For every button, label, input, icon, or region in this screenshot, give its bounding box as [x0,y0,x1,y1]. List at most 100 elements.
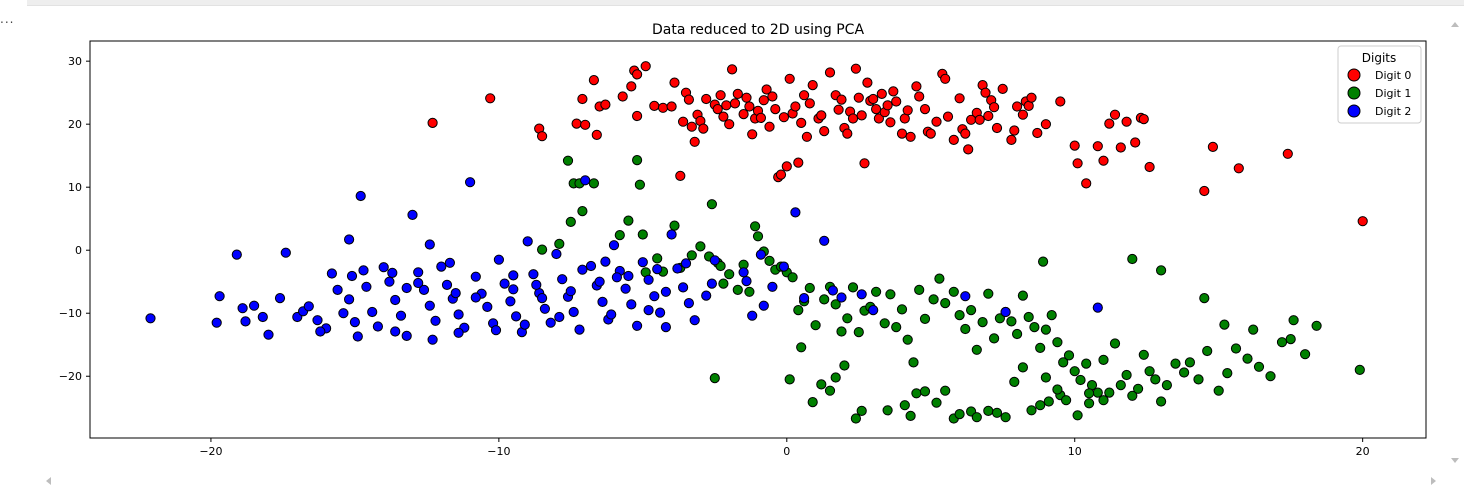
data-point-digit-0 [686,121,697,132]
x-tick-label: 0 [783,445,790,458]
data-point-digit-1 [1213,385,1224,396]
data-point-digit-1 [1046,310,1057,321]
data-point-digit-2 [505,296,516,307]
data-point-digit-1 [1084,388,1095,399]
output-area-topbar [27,0,1464,6]
data-point-digit-1 [1040,324,1052,335]
data-point-digit-2 [355,190,366,202]
scroll-right-arrow-icon[interactable] [1431,477,1436,485]
data-point-digit-0 [991,122,1003,134]
data-point-digit-1 [1184,357,1196,368]
x-tick-label: −10 [487,445,510,458]
data-point-digit-0 [781,161,792,172]
data-point-digit-1 [1230,343,1242,354]
data-point-digit-1 [1072,410,1083,421]
data-point-digit-2 [214,291,225,302]
data-point-digit-1 [1017,362,1029,373]
data-point-digit-0 [871,104,882,115]
data-point-digit-1 [565,216,576,227]
data-point-digit-0 [764,121,775,132]
data-point-digit-0 [1040,119,1052,130]
data-point-digit-1 [891,322,902,333]
data-point-digit-1 [882,405,893,416]
data-point-digit-0 [1081,178,1092,189]
data-point-digit-1 [919,313,931,324]
data-point-digit-0 [882,100,893,111]
data-point-digit-1 [634,179,646,190]
data-point-digit-0 [577,93,588,105]
data-point-digit-0 [649,100,660,112]
data-point-digit-2 [349,317,360,328]
data-point-digit-2 [660,322,672,333]
data-point-digit-2 [758,300,769,311]
data-point-digit-2 [678,282,689,293]
data-point-digit-1 [718,278,729,289]
data-point-digit-1 [1017,290,1029,301]
data-point-digit-0 [925,128,936,139]
data-point-digit-1 [1150,374,1161,385]
data-point-digit-0 [1357,216,1368,227]
data-point-digit-1 [1043,396,1054,407]
data-point-digit-0 [853,92,864,103]
data-point-digit-2 [482,301,493,312]
data-point-digit-1 [1052,337,1063,348]
data-point-digit-0 [847,113,859,124]
data-point-digit-1 [1061,395,1072,406]
scroll-left-arrow-icon[interactable] [46,477,51,485]
data-point-digit-1 [1179,367,1190,378]
data-point-digit-0 [640,61,651,72]
data-point-digit-1 [1285,334,1296,345]
data-point-digit-2 [332,284,343,295]
data-point-digit-0 [974,114,985,125]
data-point-digit-0 [683,94,695,105]
data-point-digit-1 [931,397,942,408]
data-point-digit-1 [902,334,913,345]
data-point-digit-0 [784,73,795,84]
data-point-digit-1 [637,229,648,240]
data-point-digit-2 [413,267,424,278]
data-point-digit-2 [689,315,700,326]
data-point-digit-2 [557,274,568,285]
data-point-digit-1 [784,374,795,385]
data-point-digit-0 [850,63,862,74]
data-point-digit-2 [608,240,620,251]
x-axis: −20 −10 0 10 20 [199,438,1370,458]
data-point-digit-1 [1006,316,1017,327]
legend-label: Digit 2 [1375,105,1411,118]
data-point-digit-1 [1156,396,1167,407]
data-point-digit-2 [413,277,424,289]
data-point-digit-2 [1000,306,1011,318]
data-point-digit-2 [623,270,634,282]
x-tick-label: 10 [1068,445,1082,458]
data-point-digit-0 [626,81,637,92]
data-point-digit-1 [1012,328,1023,340]
data-point-digit-2 [315,326,326,337]
scroll-down-arrow-icon[interactable] [1451,458,1459,463]
data-point-digit-2 [701,290,712,301]
data-point-digit-2 [490,325,502,336]
data-point-digit-2 [680,258,692,269]
data-point-digit-0 [537,131,548,142]
data-point-digit-0 [790,101,801,112]
data-point-digit-2 [819,235,830,246]
data-point-digit-1 [1222,368,1233,379]
data-point-digit-2 [626,299,637,310]
data-point-digit-1 [1193,374,1204,385]
data-point-digit-1 [885,289,896,300]
data-point-digit-0 [807,80,818,91]
data-point-digit-0 [819,126,830,137]
legend-title: Digits [1362,51,1396,65]
data-point-digit-1 [989,333,1000,344]
data-point-digit-2 [407,209,418,220]
scroll-up-arrow-icon[interactable] [1451,22,1459,27]
data-point-digit-1 [1288,315,1299,326]
data-point-digit-2 [453,327,464,338]
data-point-digit-1 [1040,372,1052,383]
data-point-digit-2 [741,276,752,287]
data-point-digit-2 [274,293,286,304]
data-point-digit-0 [617,91,628,102]
data-point-digit-0 [1072,158,1083,169]
data-point-digit-1 [1121,369,1132,381]
data-point-digit-2 [372,321,383,332]
x-tick-label: −20 [199,445,222,458]
